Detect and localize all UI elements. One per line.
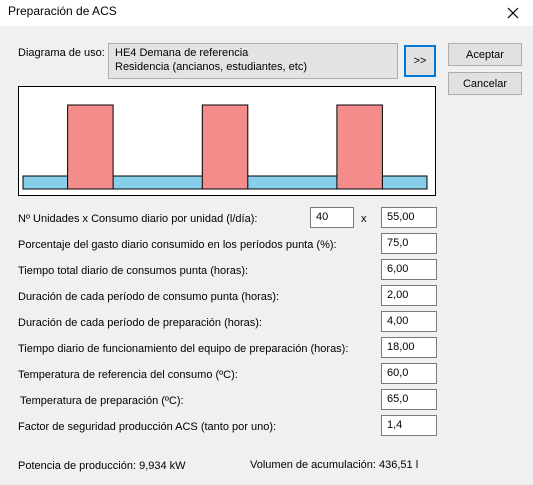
times-sign: x (361, 213, 367, 225)
usage-diagram-label: Diagrama de uso: (18, 47, 105, 59)
production-power-result: Potencia de producción: 9,934 kW (18, 460, 186, 472)
cancel-button[interactable]: Cancelar (448, 72, 522, 95)
peak-total-time-input[interactable]: 6,00 (381, 259, 437, 280)
safety-factor-input[interactable]: 1,4 (381, 415, 437, 436)
usage-diagram-line2: Residencia (ancianos, estudiantes, etc) (115, 61, 307, 73)
units-label: Nº Unidades x Consumo diario por unidad … (18, 213, 258, 225)
peak-period-bar-2 (201, 104, 249, 190)
reference-temperature-label: Temperatura de referencia del consumo (º… (18, 369, 238, 381)
title-bar: Preparación de ACS (0, 0, 533, 26)
accept-button[interactable]: Aceptar (448, 43, 522, 66)
select-diagram-button[interactable]: >> (404, 45, 436, 77)
peak-duration-input[interactable]: 2,00 (381, 285, 437, 306)
usage-diagram-line1: HE4 Demana de referencia (115, 47, 249, 59)
dialog-body: Diagrama de uso: HE4 Demana de referenci… (0, 26, 533, 485)
daily-consumption-input[interactable]: 55,00 (381, 207, 437, 228)
reference-temperature-input[interactable]: 60,0 (381, 363, 437, 384)
preparation-temperature-input[interactable]: 65,0 (381, 389, 437, 410)
preparation-temperature-label: Temperatura de preparación (ºC): (20, 395, 184, 407)
usage-diagram-svg (22, 104, 428, 190)
usage-diagram-display: HE4 Demana de referencia Residencia (anc… (108, 43, 398, 79)
storage-volume-result: Volumen de acumulación: 436,51 l (250, 459, 419, 471)
peak-period-bar-1 (67, 104, 114, 190)
safety-factor-label: Factor de seguridad producción ACS (tant… (18, 421, 277, 433)
close-icon (507, 7, 519, 19)
peak-total-time-label: Tiempo total diario de consumos punta (h… (18, 265, 249, 277)
units-input[interactable]: 40 (310, 207, 354, 228)
window-title: Preparación de ACS (8, 4, 117, 18)
preparation-duration-input[interactable]: 4,00 (381, 311, 437, 332)
peak-duration-label: Duración de cada período de consumo punt… (18, 291, 280, 303)
peak-percentage-input[interactable]: 75,0 (381, 233, 437, 254)
peak-percentage-label: Porcentaje del gasto diario consumido en… (18, 239, 337, 251)
peak-period-bar-3 (336, 104, 383, 190)
equipment-runtime-label: Tiempo diario de funcionamiento del equi… (18, 343, 349, 355)
usage-diagram-chart (18, 86, 436, 196)
equipment-runtime-input[interactable]: 18,00 (381, 337, 437, 358)
preparation-duration-label: Duración de cada período de preparación … (18, 317, 262, 329)
close-button[interactable] (493, 0, 533, 26)
